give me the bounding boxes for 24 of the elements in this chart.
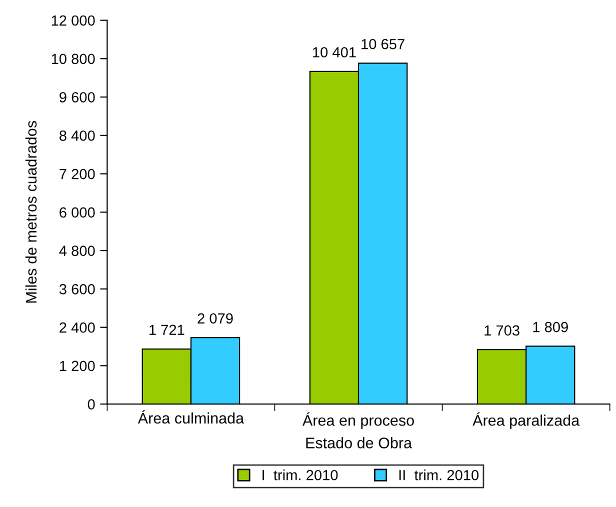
- y-tick-label: 2 400: [60, 322, 95, 333]
- y-tick-label: 6 000: [60, 207, 95, 218]
- y-tick-label: 7 200: [60, 168, 95, 180]
- x-tick-label: Área en proceso: [302, 412, 414, 429]
- data-label: 1 809: [533, 322, 568, 332]
- x-tick-label: Área paralizada: [472, 412, 580, 429]
- data-label: 10 401: [313, 47, 356, 58]
- data-label: 1 703: [484, 325, 520, 336]
- y-tick-label: 4 800: [59, 246, 95, 256]
- y-tick-label: 3 600: [59, 284, 95, 294]
- x-tick-label: Área culminada: [138, 410, 244, 424]
- y-tick-label: 1 200: [60, 360, 95, 372]
- data-label: 10 657: [362, 38, 404, 50]
- y-tick-label: 0: [88, 399, 95, 410]
- y-tick-label: 10 800: [52, 54, 95, 64]
- data-label: 1 721: [150, 324, 184, 335]
- y-tick-label: 8 400: [60, 130, 95, 141]
- legend-label: II trim. 2010: [399, 470, 479, 480]
- y-tick-label: 9 600: [60, 92, 95, 102]
- legend-label: I trim. 2010: [262, 470, 338, 480]
- data-label: 2 079: [198, 313, 233, 324]
- x-axis-title: Estado de Obra: [306, 437, 412, 448]
- y-axis-title: Miles de metros cuadrados: [25, 121, 37, 303]
- y-tick-label: 12 000: [52, 15, 95, 26]
